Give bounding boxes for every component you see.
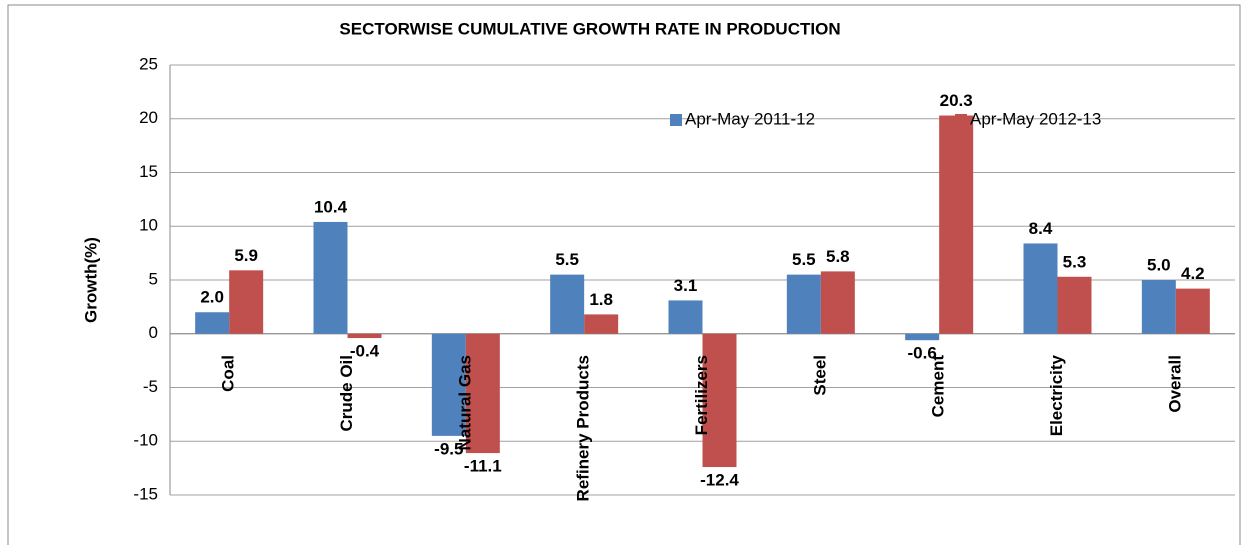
x-tick-label: Natural Gas: [455, 355, 474, 450]
data-label: -9.5: [434, 439, 463, 458]
bar: [313, 221, 348, 334]
y-tick-label: 20: [139, 108, 158, 127]
x-tick-label: Cement: [929, 355, 948, 418]
y-tick-label: 25: [139, 54, 158, 73]
y-tick-label: 5: [149, 269, 158, 288]
data-label: 3.1: [674, 276, 698, 295]
legend-label: Apr-May 2011-12: [685, 109, 815, 128]
y-tick-label: 10: [139, 216, 158, 235]
y-tick-label: -10: [133, 431, 158, 450]
bar: [905, 333, 940, 341]
bar: [820, 271, 855, 334]
bar: [347, 333, 382, 339]
data-label: 5.5: [792, 250, 816, 269]
bar: [1175, 288, 1210, 334]
data-label: 2.0: [200, 288, 224, 307]
x-tick-label: Overall: [1165, 355, 1184, 413]
data-label: 1.8: [589, 290, 613, 309]
data-label: -11.1: [464, 457, 502, 476]
x-tick-label: Coal: [219, 355, 238, 392]
chart-title: SECTORWISE CUMULATIVE GROWTH RATE IN PRO…: [339, 19, 840, 38]
y-axis-label: Growth(%): [81, 237, 100, 323]
data-label: 20.3: [940, 91, 973, 110]
data-label: 5.5: [555, 250, 579, 269]
data-label: 5.0: [1147, 255, 1171, 274]
data-label: -0.6: [908, 344, 937, 363]
data-label: 4.2: [1181, 264, 1205, 283]
x-tick-label: Electricity: [1047, 354, 1066, 436]
bar: [1141, 280, 1176, 334]
bar: [465, 333, 500, 454]
y-tick-label: 15: [139, 162, 158, 181]
y-tick-label: -15: [133, 484, 158, 503]
bar: [786, 274, 821, 334]
bar: [702, 333, 737, 468]
data-label: 5.8: [826, 247, 850, 266]
y-tick-label: -5: [143, 377, 158, 396]
legend-swatch: [955, 114, 967, 126]
bar: [939, 115, 974, 334]
bar: [550, 274, 585, 334]
data-label: 5.9: [234, 246, 258, 265]
bar: [1057, 276, 1092, 334]
data-label: -12.4: [700, 471, 739, 490]
legend-label: Apr-May 2012-13: [970, 109, 1101, 128]
bar: [668, 300, 703, 334]
data-label: 10.4: [314, 197, 348, 216]
data-label: 8.4: [1029, 219, 1053, 238]
bar: [431, 333, 466, 436]
y-tick-label: 0: [149, 323, 158, 342]
bar: [195, 312, 230, 334]
bar: [584, 314, 619, 334]
bar: [229, 270, 264, 334]
x-tick-label: Crude Oil: [337, 355, 356, 432]
bar: [1023, 243, 1058, 334]
x-tick-label: Fertilizers: [692, 355, 711, 435]
data-label: 5.3: [1063, 252, 1087, 271]
data-label: -0.4: [350, 342, 380, 361]
x-tick-label: Refinery Products: [574, 355, 593, 501]
x-tick-label: Steel: [810, 355, 829, 396]
legend-swatch: [670, 114, 682, 126]
